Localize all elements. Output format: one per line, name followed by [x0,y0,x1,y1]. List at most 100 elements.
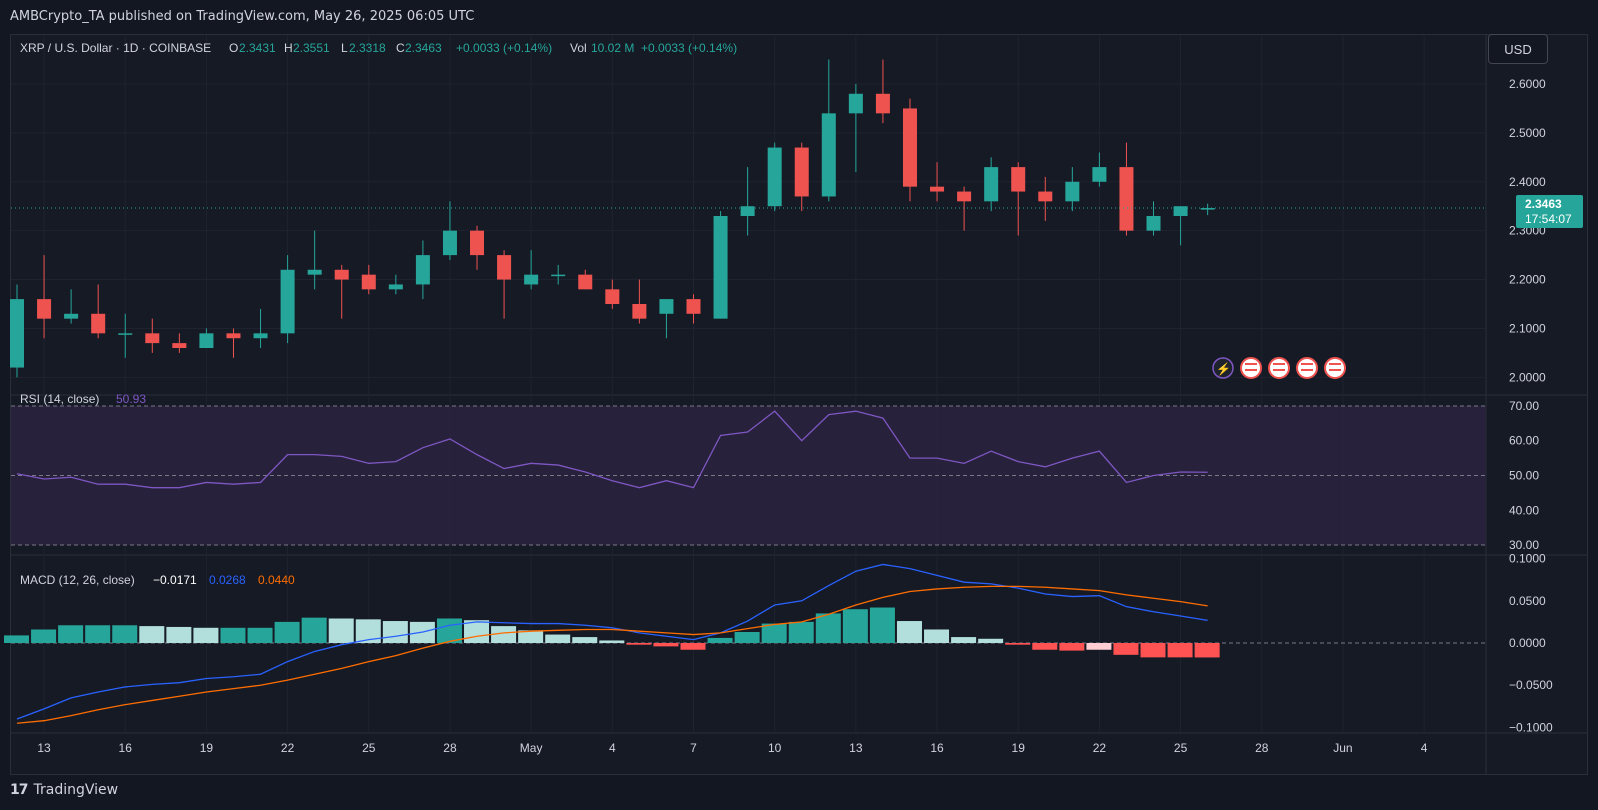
legend-symbol[interactable]: XRP / U.S. Dollar · 1D · COINBASE [20,41,211,55]
candle-body [1146,216,1161,231]
macd-histogram-bar [896,621,922,643]
flag-stripe-icon [1273,369,1285,371]
published-caption: AMBCrypto_TA published on TradingView.co… [10,9,475,24]
price-tick-label: 2.4000 [1509,175,1546,189]
macd-histogram-bar [788,621,814,643]
candle-body [64,313,79,319]
rsi-pane: 70.00 60.00 50.00 40.00 30.00 [11,399,1539,552]
price-tick-label: 2.1000 [1509,321,1546,335]
time-tick-label: 25 [1174,741,1188,755]
flag-stripe-icon [1273,363,1285,365]
flag-stripe-icon [1245,363,1257,365]
macd-histogram-bar [382,621,408,643]
event-icons[interactable]: ⚡ [1212,357,1346,379]
rsi-tick-label: 60.00 [1509,434,1539,448]
candle-body [415,255,430,285]
macd-histogram-bar [518,630,544,643]
us-flag-event-icon[interactable] [1296,357,1318,379]
macd-histogram-bar [85,625,111,643]
time-tick-label: 7 [690,741,697,755]
candle-body [1173,206,1188,216]
rsi-tick-label: 70.00 [1509,399,1539,413]
candle-body [740,206,755,216]
us-flag-event-icon[interactable] [1240,357,1262,379]
candle-body [10,299,24,368]
candle-body [794,147,809,197]
rsi-label[interactable]: RSI (14, close) [20,392,99,406]
time-axis: 13 16 19 22 25 28 May 4 7 10 13 16 19 22 25 28 Jun 4 [37,741,1427,755]
time-tick-label: 13 [849,741,863,755]
last-price-badge [1516,195,1583,228]
candle-body [686,299,701,314]
legend-h-label: H [284,41,293,55]
flash-event-icon[interactable] [1212,357,1234,379]
time-tick-label: 16 [930,741,944,755]
us-flag-event-icon[interactable] [1324,357,1346,379]
legend-c-value: 2.3463 [405,41,442,55]
candle-body [226,333,241,339]
candle-body [578,274,593,290]
macd-histogram-bar [815,613,841,643]
time-tick-label: 28 [443,741,457,755]
candle-body [1200,208,1215,210]
macd-histogram-bar [734,632,760,643]
macd-line-value: 0.0268 [209,573,246,587]
time-tick-label: 22 [281,741,295,755]
price-axis: 2.60002.50002.40002.30002.20002.10002.00… [1509,77,1546,384]
candle-body [930,186,945,192]
macd-tick-label: 0.0000 [1509,636,1546,650]
time-tick-label: Jun [1333,741,1352,755]
time-tick-label: 4 [609,741,616,755]
macd-tick-label: 0.1000 [1509,552,1546,566]
legend-vol-label: Vol [570,41,587,55]
time-tick-label: 10 [768,741,782,755]
candle-body [821,113,836,197]
macd-histogram-bar [31,629,57,643]
flag-stripe-icon [1245,369,1257,371]
macd-label[interactable]: MACD (12, 26, close) [20,573,135,587]
macd-histogram-bar [572,637,598,643]
rsi-tick-label: 40.00 [1509,503,1539,517]
macd-histogram-bar [247,627,273,643]
flag-stripe-icon [1301,363,1313,365]
countdown-timer: 17:54:07 [1525,212,1572,226]
macd-histogram-bar [491,626,517,643]
top-bar: AMBCrypto_TA published on TradingView.co… [0,0,1598,34]
macd-histogram-bar [1005,643,1031,645]
candle-body [118,333,133,335]
candle-body [1011,167,1026,192]
candle-body [172,343,187,348]
chart-svg[interactable]: 2.60002.50002.40002.30002.20002.10002.00… [0,0,1598,780]
signal-line [16,585,1208,724]
macd-histogram-bar [951,637,977,643]
candle-body [524,274,539,285]
time-tick-label: 28 [1255,741,1269,755]
macd-histogram-bar [166,626,192,643]
macd-tick-label: −0.0500 [1509,678,1553,692]
flag-stripe-icon [1301,369,1313,371]
macd-histogram-bar [1086,643,1112,650]
macd-histogram-bar [924,629,950,643]
time-tick-label: May [520,741,543,755]
macd-histogram-bar [599,640,625,643]
macd-histogram-bar [680,643,706,650]
currency-button[interactable]: USD [1488,34,1548,64]
legend-l-value: 2.3318 [349,41,386,55]
us-flag-event-icon[interactable] [1268,357,1290,379]
rsi-line [16,410,1208,489]
legend-h-value: 2.3551 [293,41,330,55]
time-tick-label: 19 [200,741,214,755]
candle-body [1038,191,1053,202]
macd-histogram-bar [436,618,462,643]
macd-histogram-bar [653,643,679,647]
legend-o-label: O [229,41,238,55]
footer-brand[interactable]: 𝟭𝟳 TradingView [10,782,118,798]
macd-histogram-bar [4,635,29,643]
macd-histogram-bar [112,625,138,643]
macd-histogram-bar [545,634,571,643]
price-tick-label: 2.2000 [1509,273,1546,287]
candle-body [1065,181,1080,202]
time-tick-label: 22 [1093,741,1107,755]
macd-histogram-bar [1113,643,1139,655]
candle-body [957,191,972,202]
